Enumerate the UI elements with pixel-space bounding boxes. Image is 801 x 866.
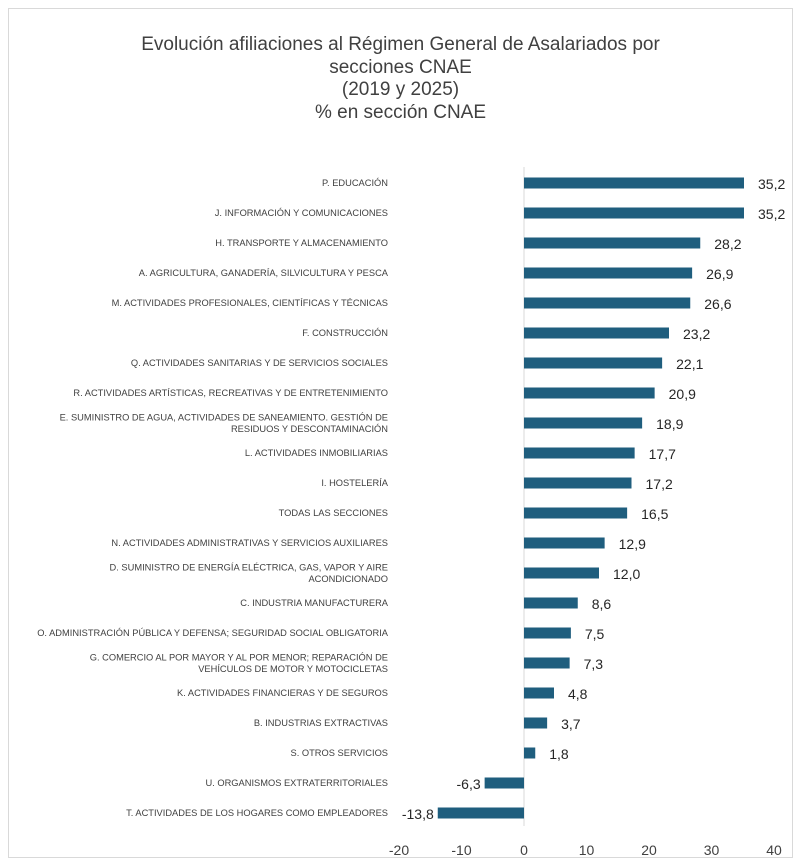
- bar: [524, 477, 632, 489]
- bar: [524, 327, 669, 339]
- category-label: F. CONSTRUCCIÓN: [302, 328, 388, 338]
- x-tick-label: -10: [451, 842, 471, 858]
- bar: [524, 687, 554, 699]
- bar: [524, 207, 744, 219]
- bar: [524, 267, 693, 279]
- bar: [524, 717, 548, 729]
- value-label: 22,1: [676, 356, 703, 372]
- chart-area: [8, 8, 793, 858]
- bar: [437, 807, 524, 819]
- bar: [484, 777, 525, 789]
- category-label: H. TRANSPORTE Y ALMACENAMIENTO: [215, 238, 388, 248]
- value-label: 26,6: [704, 296, 731, 312]
- category-label: R. ACTIVIDADES ARTÍSTICAS, RECREATIVAS Y…: [73, 388, 388, 398]
- bar: [524, 507, 628, 519]
- value-label: 20,9: [669, 386, 696, 402]
- bar: [524, 567, 599, 579]
- category-label: S. OTROS SERVICIOS: [291, 748, 388, 758]
- chart-title-line: secciones CNAE: [329, 56, 472, 78]
- value-label: 17,7: [649, 446, 676, 462]
- category-label: P. EDUCACIÓN: [322, 178, 388, 188]
- value-label: 16,5: [641, 506, 668, 522]
- category-label: E. SUMINISTRO DE AGUA, ACTIVIDADES DE SA…: [60, 412, 388, 422]
- bar: [524, 627, 571, 639]
- category-label: B. INDUSTRIAS EXTRACTIVAS: [254, 718, 388, 728]
- chart-title-line: % en sección CNAE: [314, 101, 487, 123]
- bar: [524, 387, 655, 399]
- value-label: 12,0: [613, 566, 640, 582]
- bar: [524, 297, 691, 309]
- value-label: 26,9: [706, 266, 733, 282]
- bar: [524, 657, 570, 669]
- category-label: U. ORGANISMOS EXTRATERRITORIALES: [205, 778, 388, 788]
- x-tick-label: -20: [389, 842, 409, 858]
- category-label: K. ACTIVIDADES FINANCIERAS Y DE SEGUROS: [177, 688, 388, 698]
- value-label: 23,2: [683, 326, 710, 342]
- x-tick-label: 0: [520, 842, 528, 858]
- bar: [524, 357, 663, 369]
- chart-title: Evolución afiliaciones al Régimen Genera…: [0, 34, 801, 124]
- category-label: Q. ACTIVIDADES SANITARIAS Y DE SERVICIOS…: [131, 358, 388, 368]
- value-label: 4,8: [568, 686, 588, 702]
- category-label: VEHÍCULOS DE MOTOR Y MOTOCICLETAS: [198, 664, 388, 674]
- category-label: TODAS LAS SECCIONES: [279, 508, 388, 518]
- bar: [524, 537, 605, 549]
- category-label: ACONDICIONADO: [308, 574, 388, 584]
- value-label: 12,9: [619, 536, 646, 552]
- category-label: A. AGRICULTURA, GANADERÍA, SILVICULTURA …: [139, 268, 389, 278]
- category-label: N. ACTIVIDADES ADMINISTRATIVAS Y SERVICI…: [111, 538, 388, 548]
- value-label: 1,8: [549, 746, 569, 762]
- value-label: 7,5: [585, 626, 605, 642]
- value-label: 3,7: [561, 716, 581, 732]
- bar: [524, 417, 643, 429]
- bar: [524, 747, 536, 759]
- x-tick-label: 40: [766, 842, 782, 858]
- bar: [524, 447, 635, 459]
- category-label: M. ACTIVIDADES PROFESIONALES, CIENTÍFICA…: [112, 298, 388, 308]
- category-label: C. INDUSTRIA MANUFACTURERA: [240, 598, 389, 608]
- category-label: O. ADMINISTRACIÓN PÚBLICA Y DEFENSA; SEG…: [37, 628, 389, 638]
- category-label: D. SUMINISTRO DE ENERGÍA ELÉCTRICA, GAS,…: [110, 562, 388, 572]
- chart-title-line: (2019 y 2025): [341, 79, 460, 100]
- value-label: 8,6: [592, 596, 612, 612]
- value-label: 35,2: [758, 206, 785, 222]
- value-label: 18,9: [656, 416, 683, 432]
- bar: [524, 597, 578, 609]
- value-label: 35,2: [758, 176, 785, 192]
- chart-title-line: Evolución afiliaciones al Régimen Genera…: [141, 34, 660, 55]
- category-label: T. ACTIVIDADES DE LOS HOGARES COMO EMPLE…: [126, 808, 388, 818]
- value-label: -13,8: [402, 806, 434, 822]
- bar: [524, 177, 744, 189]
- bar: [524, 237, 701, 249]
- value-label: 17,2: [646, 476, 673, 492]
- x-tick-label: 10: [579, 842, 595, 858]
- value-label: 28,2: [714, 236, 741, 252]
- category-label: I. HOSTELERÍA: [321, 478, 388, 488]
- value-label: -6,3: [457, 776, 481, 792]
- value-label: 7,3: [584, 656, 604, 672]
- category-label: L. ACTIVIDADES INMOBILIARIAS: [245, 448, 388, 458]
- x-tick-label: 20: [641, 842, 657, 858]
- category-label: RESIDUOS Y DESCONTAMINACIÓN: [231, 424, 388, 434]
- x-tick-label: 30: [704, 842, 720, 858]
- category-label: J. INFORMACIÓN Y COMUNICACIONES: [215, 208, 388, 218]
- category-label: G. COMERCIO AL POR MAYOR Y AL POR MENOR;…: [90, 652, 388, 662]
